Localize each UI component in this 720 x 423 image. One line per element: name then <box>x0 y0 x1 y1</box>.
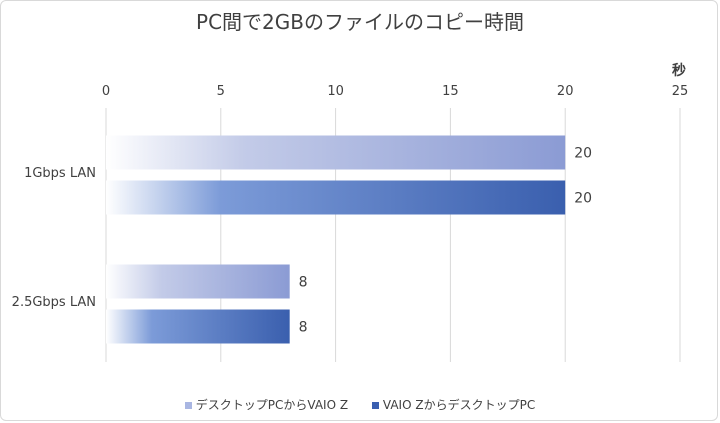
x-tick-label-5: 5 <box>217 84 225 99</box>
x-tick-label-0: 0 <box>102 84 110 99</box>
bar-1-series-2 <box>106 180 566 215</box>
category-label-2: 2.5Gbps LAN <box>12 295 96 310</box>
legend-item-series-1: デスクトップPCからVAIO Z <box>184 396 349 413</box>
legend-swatch-series-1 <box>184 402 192 409</box>
bar-2-series-2 <box>106 309 290 344</box>
x-tick-label-10: 10 <box>327 84 344 99</box>
data-label-1-series-2: 20 <box>574 191 592 207</box>
x-tick-label-20: 20 <box>557 84 574 99</box>
legend-label-series-1: デスクトップPCからVAIO Z <box>195 398 349 412</box>
x-tick-label-15: 15 <box>442 84 459 99</box>
bar-2-series-1 <box>106 264 290 299</box>
legend: デスクトップPCからVAIO Z VAIO ZからデスクトップPC <box>0 396 720 413</box>
data-label-2-series-2: 8 <box>299 320 308 336</box>
chart-title: PC間で2GBのファイルのコピー時間 <box>196 10 524 34</box>
legend-item-series-2: VAIO ZからデスクトップPC <box>371 396 536 413</box>
data-label-2-series-1: 8 <box>299 275 308 291</box>
data-label-1-series-1: 20 <box>574 146 592 162</box>
bar-1-series-1 <box>106 135 566 170</box>
category-label-1: 1Gbps LAN <box>24 166 96 181</box>
x-tick-label-25: 25 <box>672 84 689 99</box>
legend-swatch-series-2 <box>371 402 379 409</box>
x-axis-unit-label: 秒 <box>672 62 686 79</box>
legend-label-series-2: VAIO ZからデスクトップPC <box>382 398 536 412</box>
